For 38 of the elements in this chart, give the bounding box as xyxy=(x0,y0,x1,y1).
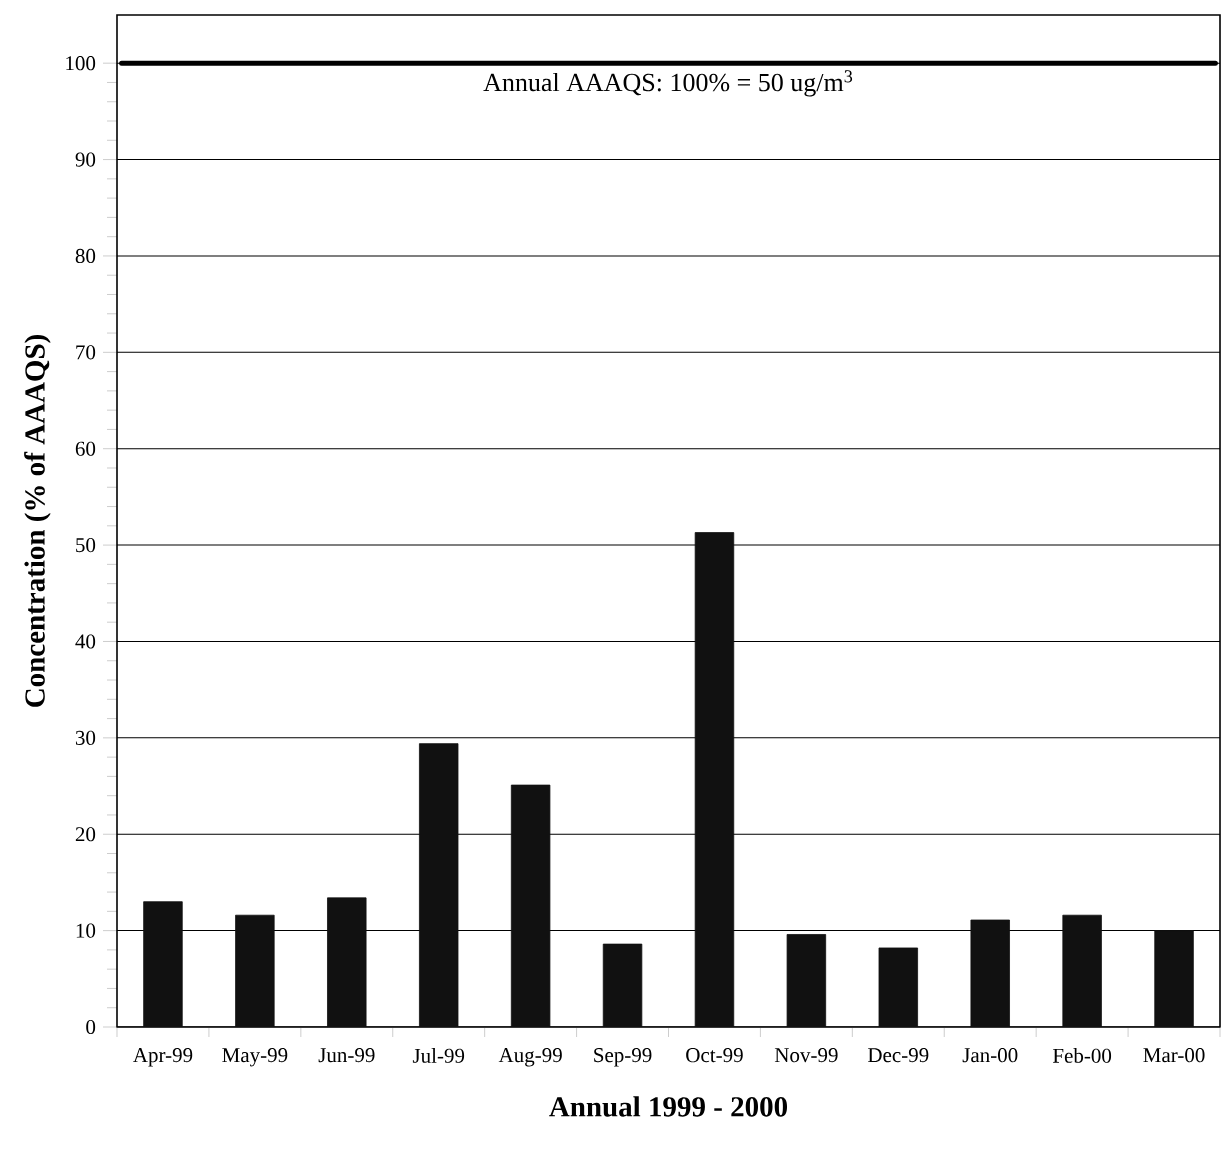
bar xyxy=(1062,914,1102,1027)
x-tick-label: Feb-00 xyxy=(1052,1048,1112,1063)
y-tick-label: 40 xyxy=(75,634,96,649)
bar xyxy=(235,914,275,1027)
y-axis-title: Concentration (% of AAAQS) xyxy=(24,335,51,707)
y-tick-label: 10 xyxy=(76,923,96,938)
y-tick-label: 70 xyxy=(76,345,96,360)
x-tick-label: Aug-99 xyxy=(498,1048,562,1067)
bar xyxy=(970,919,1010,1027)
x-tick-label: Nov-99 xyxy=(774,1048,838,1063)
bar xyxy=(878,947,918,1027)
y-tick-label: 50 xyxy=(76,538,96,553)
y-tick-label: 60 xyxy=(75,441,96,456)
y-tick-label: 100 xyxy=(66,56,96,71)
bar xyxy=(694,532,735,1027)
x-tick-label: Dec-99 xyxy=(867,1048,929,1063)
x-tick-label: Jun-99 xyxy=(318,1048,375,1063)
bar xyxy=(143,901,183,1027)
bar xyxy=(786,934,827,1027)
x-tick-label: Mar-00 xyxy=(1143,1048,1205,1063)
y-tick-label: 30 xyxy=(75,730,96,745)
bar xyxy=(419,743,459,1027)
x-axis-title: Annual 1999 - 2000 xyxy=(549,1096,788,1117)
y-tick-label: 20 xyxy=(75,827,96,842)
ref-line-label: Annual AAAQS: 100% = 50 ug/m$^{3}$ xyxy=(483,70,853,97)
bar xyxy=(1154,930,1194,1027)
y-tick-label: 0 xyxy=(86,1019,96,1035)
x-tick-label: Sep-99 xyxy=(594,1048,652,1067)
x-tick-label: May-99 xyxy=(222,1048,288,1067)
x-tick-label: Jul-99 xyxy=(412,1048,465,1063)
x-tick-label: Apr-99 xyxy=(133,1048,193,1067)
bar xyxy=(602,943,643,1027)
x-tick-label: Oct-99 xyxy=(686,1048,743,1063)
bar xyxy=(510,784,551,1027)
y-tick-label: 90 xyxy=(75,152,96,167)
y-tick-label: 80 xyxy=(75,248,96,264)
x-tick-label: Jan-00 xyxy=(962,1048,1018,1063)
bar xyxy=(327,897,367,1027)
